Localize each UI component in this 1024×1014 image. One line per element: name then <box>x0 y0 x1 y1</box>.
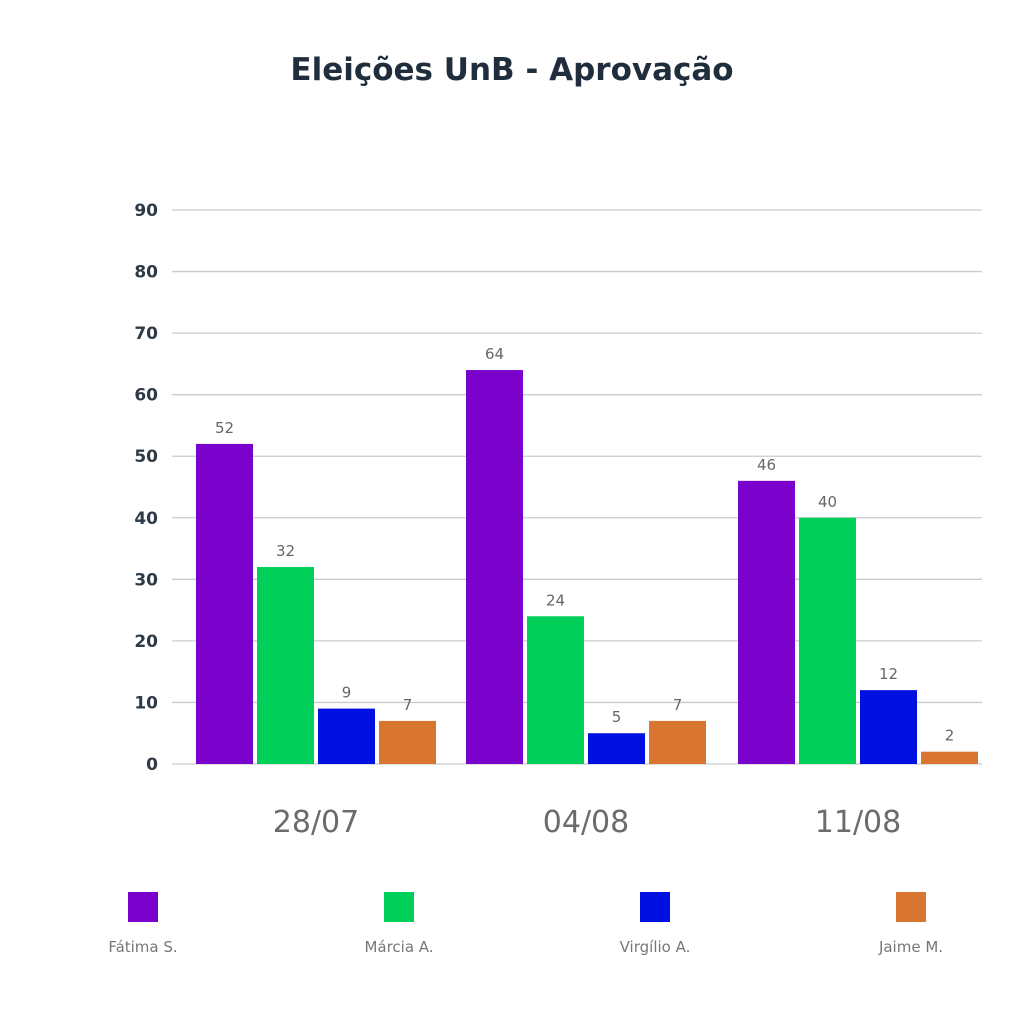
y-tick-label: 10 <box>134 693 158 713</box>
legend-label: Jaime M. <box>878 938 943 956</box>
x-tick-label: 11/08 <box>815 805 901 840</box>
legend-swatch <box>896 892 926 922</box>
chart-title: Eleições UnB - Aprovação <box>290 52 733 88</box>
data-label: 7 <box>403 696 413 714</box>
bar <box>527 616 584 764</box>
bar <box>196 443 253 764</box>
bar <box>649 720 706 764</box>
legend-item: Jaime M. <box>878 892 943 956</box>
y-tick-label: 50 <box>134 447 158 467</box>
data-label: 2 <box>945 727 955 745</box>
y-tick-label: 30 <box>134 570 158 590</box>
data-label: 9 <box>342 684 352 702</box>
data-label: 40 <box>818 493 837 511</box>
data-label: 46 <box>757 456 776 474</box>
y-tick-label: 0 <box>146 755 158 775</box>
x-axis: 28/07 04/08 11/08 <box>273 805 901 840</box>
bars: 52 32 9 7 64 24 5 7 46 40 12 2 <box>196 345 978 764</box>
legend-item: Márcia A. <box>364 892 434 956</box>
x-tick-label: 28/07 <box>273 805 359 840</box>
bar <box>257 567 314 764</box>
bar <box>466 370 523 764</box>
bar <box>860 690 917 764</box>
bar <box>799 517 856 764</box>
legend-label: Virgílio A. <box>620 938 691 956</box>
legend: Fátima S. Márcia A. Virgílio A. Jaime M. <box>108 892 943 956</box>
data-label: 64 <box>485 345 504 363</box>
y-tick-label: 40 <box>134 509 158 529</box>
bar <box>379 720 436 764</box>
data-label: 32 <box>276 542 295 560</box>
y-tick-label: 60 <box>134 386 158 406</box>
legend-swatch <box>384 892 414 922</box>
y-tick-label: 70 <box>134 324 158 344</box>
data-label: 24 <box>546 591 565 609</box>
legend-swatch <box>640 892 670 922</box>
data-label: 5 <box>612 708 622 726</box>
legend-label: Márcia A. <box>364 938 433 956</box>
x-tick-label: 04/08 <box>543 805 629 840</box>
data-label: 7 <box>673 696 683 714</box>
data-label: 12 <box>879 665 898 683</box>
y-tick-label: 80 <box>134 263 158 283</box>
bar <box>588 733 645 764</box>
legend-label: Fátima S. <box>108 938 177 956</box>
y-tick-label: 20 <box>134 632 158 652</box>
data-label: 52 <box>215 419 234 437</box>
legend-swatch <box>128 892 158 922</box>
y-axis: 0 10 20 30 40 50 60 70 80 90 <box>134 201 158 775</box>
legend-item: Virgílio A. <box>620 892 691 956</box>
y-tick-label: 90 <box>134 201 158 221</box>
bar <box>738 480 795 764</box>
bar <box>921 751 978 764</box>
legend-item: Fátima S. <box>108 892 178 956</box>
bar <box>318 708 375 764</box>
